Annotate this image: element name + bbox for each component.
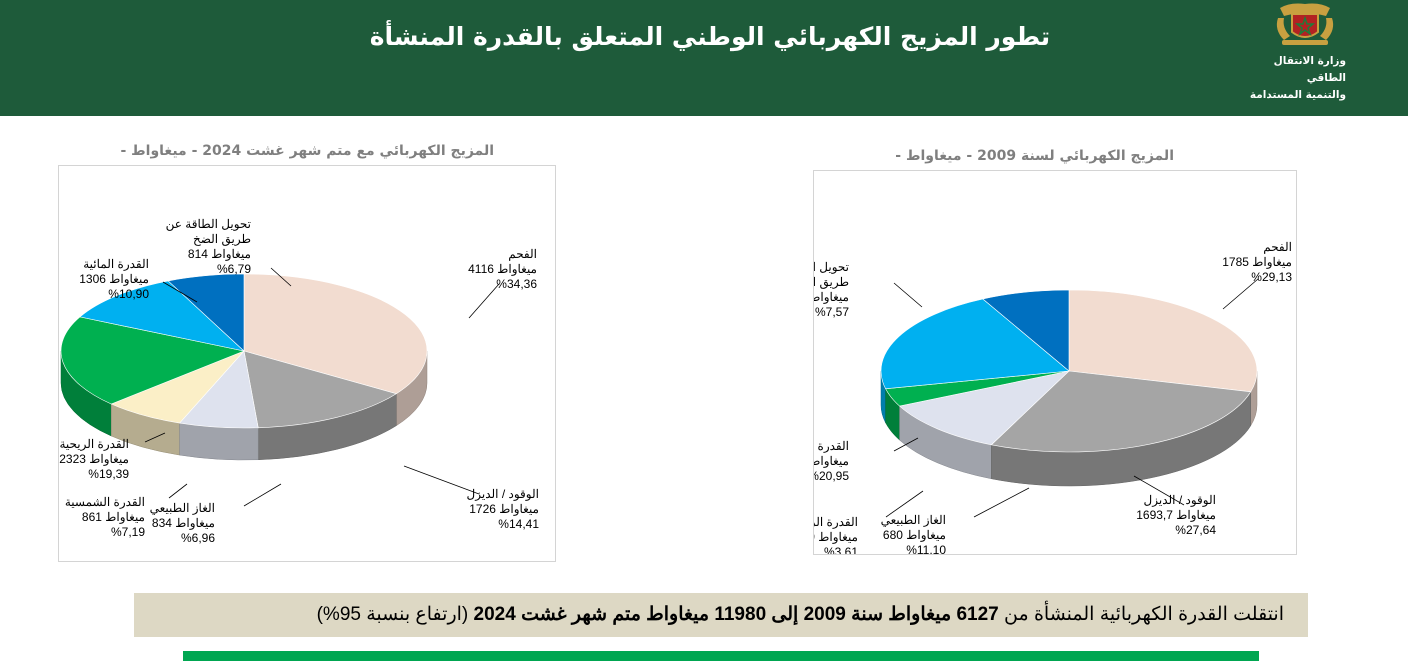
slice-name-3: القدرة الشمسية [65,495,145,509]
pie-slice-0 [1068,289,1258,393]
pie-slice-6 [167,273,245,352]
chart-2024-title: المزيج الكهربائي مع متم شهر غشت 2024 - م… [120,143,494,159]
header-banner: تطور المزيج الكهربائي الوطني المتعلق بال… [0,0,1408,116]
slice-pct-2: %6,96 [181,531,215,545]
coat-of-arms-icon [1276,3,1334,45]
ministry-line-1: وزارة الانتقال الطاقي [1273,55,1346,84]
slice-name-3: القدرة الريحية [814,515,858,529]
slice-value-2: 834 ميغاواط [152,516,215,530]
slice-pct-1: %14,41 [498,517,539,531]
slice-name-5: طريق الضخ [814,275,849,289]
leader-line-3 [168,483,188,499]
summary-band: انتقلت القدرة الكهربائية المنشأة من 6127… [134,593,1308,637]
slice-name-1: الوقود / الديزل [467,487,539,501]
leader-line-2 [243,483,282,507]
slice-value-0: 1785 ميغاواط [1222,255,1292,269]
page-title: تطور المزيج الكهربائي الوطني المتعلق بال… [369,22,1051,51]
pie-slice-5 [982,289,1070,372]
slice-value-3: 220,9 ميغاواط [814,530,858,544]
slice-name-0: الفحم [508,247,537,261]
slice-name-6: تحويل الطاقة عن [166,217,251,231]
summary-text: انتقلت القدرة الكهربائية المنشأة من 6127… [134,603,1284,626]
summary-part-1: انتقلت القدرة الكهربائية المنشأة من [1004,604,1284,625]
slice-label-4: القدرة المائية1283,8 ميغاواط%20,95 [814,439,849,483]
leader-line-3 [885,490,924,518]
slice-pct-5: %10,90 [108,287,149,301]
slice-pct-4: %20,95 [814,469,849,483]
pie-slice-2 [898,370,1070,446]
slice-pct-3: %3,61 [824,545,858,554]
slice-name-5: القدرة المائية [83,257,149,271]
leader-line-5 [893,282,923,308]
leader-line-1 [403,465,480,495]
leader-line-4 [144,432,166,443]
slice-name-5: تحويل الطاقة عن [814,260,849,274]
slice-pct-4: %19,39 [88,467,129,481]
slice-pct-0: %34,36 [496,277,537,291]
bottom-accent-bar [183,651,1259,661]
slice-value-2: 680 ميغاواط [883,528,946,542]
slice-name-0: الفحم [1263,240,1292,254]
pie-slice-1 [990,370,1252,453]
pie-slice-5 [79,280,245,352]
ministry-name: وزارة الانتقال الطاقي والتنمية المستدامة [1236,53,1346,104]
slice-value-0: 4116 ميغاواط [468,262,537,276]
summary-part-5: (ارتفاع بنسبة 95%) [316,604,469,625]
slice-value-6: 814 ميغاواط [188,247,251,261]
slice-pct-0: %29,13 [1251,270,1292,284]
slice-name-2: الغاز الطبيعي [150,501,215,515]
leader-line-5 [162,281,198,303]
slice-name-4: القدرة المائية [814,439,849,453]
ministry-line-2: والتنمية المستدامة [1249,89,1346,101]
slice-name-2: الغاز الطبيعي [881,513,946,527]
chart-2009-title: المزيج الكهربائي لسنة 2009 - ميغاواط - [895,148,1174,164]
slice-value-4: 1283,8 ميغاواط [814,454,849,468]
pie-slice-1 [243,350,398,429]
slice-pct-2: %11,10 [906,543,946,554]
slice-name-6: طريق الضخ [193,232,251,246]
slice-value-1: 1726 ميغاواط [469,502,539,516]
leader-line-6 [270,267,292,287]
slice-pct-3: %7,19 [111,525,145,539]
leader-line-0 [468,283,500,319]
chart-2009-frame: الفحم 1785 ميغاواط %29,13 الوقود / الديزل 16… [813,170,1297,555]
leader-line-4 [893,437,919,452]
leader-line-2 [973,487,1030,518]
slice-value-5: 464 ميغاواط [814,290,849,304]
slice-value-5: 1306 ميغاواط [79,272,149,286]
pie-side-2 [179,422,259,461]
slice-value-3: 861 ميغاواط [82,510,145,524]
slice-pct-5: %7,57 [815,305,849,319]
chart-2024-frame: الفحم 4116 ميغاواط %34,36 الوقود / الديزل 17… [58,165,556,562]
slice-pct-6: %6,79 [217,262,251,276]
leader-line-0 [1222,278,1259,310]
slice-pct-1: %27,64 [1175,523,1216,537]
summary-part-4: 11980 ميغاواط متم شهر غشت 2024 [473,604,767,625]
leader-line-1 [1133,475,1185,506]
slice-label-3: القدرة الريحية220,9 ميغاواط%3,61 [814,515,858,554]
summary-part-3: إلى [771,604,799,625]
pie-slice-4 [880,298,1070,390]
slice-name-1: الوقود / الديزل [1144,493,1216,507]
slice-name-4: القدرة الريحية [59,437,129,451]
pie-slice-4 [60,316,246,405]
slice-value-1: 1693,7 ميغاواط [1136,508,1216,522]
slice-value-4: 2323 ميغاواط [59,452,129,466]
summary-part-2: 6127 ميغاواط سنة 2009 [803,604,999,625]
